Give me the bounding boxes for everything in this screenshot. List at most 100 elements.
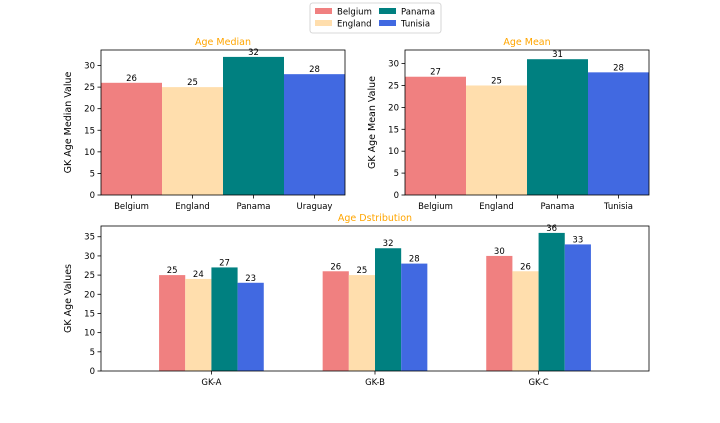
- bar-tunisia-gk-b: [401, 263, 428, 371]
- x-tick-label: GK-C: [528, 378, 548, 388]
- bar-value-label: 32: [383, 239, 394, 249]
- bar-value-label: 28: [309, 65, 320, 75]
- y-axis-label: GK Age Median Value: [63, 72, 74, 174]
- y-tick-label: 10: [84, 329, 95, 339]
- legend-swatch: [315, 8, 332, 14]
- bar-tunisia-gk-c: [564, 244, 591, 371]
- x-tick-label: Belgium: [114, 202, 149, 212]
- legend-item-england: England: [315, 20, 372, 30]
- bar-value-label: 27: [219, 258, 230, 268]
- bar-england-gk-b: [348, 275, 375, 371]
- chart-panel-2: 0 5 10 15 20 25 30 GK Age Mean Value Age Mean 27 B…: [367, 37, 650, 212]
- bar-england-gk-a: [185, 278, 212, 371]
- x-tick-label: Panama: [236, 202, 270, 212]
- legend-label: Belgium: [337, 8, 372, 18]
- bar-belgium: [101, 82, 162, 195]
- legend-item-tunisia: Tunisia: [379, 20, 430, 30]
- axes-frame: [100, 225, 650, 372]
- chart-panel-3: 0 5 10 15 20 25 30 35 GK Age Values Age Dstributi…: [63, 213, 650, 388]
- y-tick-label: 10: [388, 147, 399, 157]
- bar-value-label: 30: [494, 247, 505, 257]
- bar-value-label: 28: [409, 255, 420, 265]
- y-tick-label: 5: [90, 348, 95, 358]
- bar-value-label: 28: [613, 63, 624, 73]
- legend-label: Tunisia: [400, 20, 430, 30]
- legend-item-panama: Panama: [379, 8, 435, 18]
- legend-swatch: [379, 8, 396, 14]
- bar-value-label: 25: [187, 78, 198, 88]
- y-tick-label: 5: [90, 169, 95, 179]
- y-tick-label: 25: [388, 81, 399, 91]
- bar-value-label: 27: [430, 68, 441, 78]
- bar-belgium-gk-c: [486, 255, 513, 371]
- bar-value-label: 25: [356, 266, 367, 276]
- y-tick-label: 20: [388, 103, 399, 113]
- y-tick-label: 35: [84, 233, 95, 243]
- y-tick-label: 20: [84, 105, 95, 115]
- x-tick-label: Uraguay: [297, 202, 333, 212]
- y-tick-label: 30: [84, 62, 95, 72]
- bar-belgium-gk-b: [322, 271, 349, 371]
- bar-belgium: [405, 76, 466, 195]
- y-tick-label: 20: [84, 290, 95, 300]
- bar-tunisia-gk-a: [237, 282, 264, 371]
- axes-frame: [404, 49, 650, 196]
- y-tick-label: 0: [90, 367, 95, 377]
- y-axis-label: GK Age Values: [63, 264, 74, 333]
- y-tick-label: 0: [90, 191, 95, 201]
- y-tick-label: 30: [388, 60, 399, 70]
- y-tick-label: 15: [388, 125, 399, 135]
- bar-uraguay: [284, 74, 345, 195]
- y-tick-label: 15: [84, 309, 95, 319]
- bar-england: [466, 85, 527, 195]
- bar-value-label: 24: [193, 270, 204, 280]
- bar-england: [162, 87, 223, 195]
- legend-item-belgium: Belgium: [315, 8, 372, 18]
- x-tick-label: England: [175, 202, 210, 212]
- chart-title: Age Mean: [503, 37, 550, 48]
- bar-value-label: 25: [167, 266, 178, 276]
- bar-panama: [527, 59, 588, 195]
- x-tick-label: GK-B: [365, 378, 385, 388]
- bar-belgium-gk-a: [159, 275, 186, 371]
- x-tick-label: GK-A: [201, 378, 221, 388]
- legend-box: [309, 2, 442, 34]
- bar-panama-gk-b: [375, 248, 402, 371]
- x-tick-label: Tunisia: [603, 202, 633, 212]
- bar-panama-gk-a: [211, 267, 238, 371]
- y-tick-label: 0: [394, 191, 399, 201]
- bar-tunisia: [588, 72, 649, 195]
- y-tick-label: 25: [84, 271, 95, 281]
- bar-panama: [223, 56, 284, 196]
- y-tick-label: 10: [84, 148, 95, 158]
- bar-england-gk-c: [512, 271, 539, 371]
- chart-title: Age Median: [195, 37, 251, 48]
- bar-panama-gk-c: [538, 232, 565, 371]
- chart-panel-1: 0 5 10 15 20 25 30 GK Age Median Value Age Media…: [63, 37, 346, 212]
- bar-value-label: 33: [572, 235, 583, 245]
- bar-value-label: 26: [330, 262, 341, 272]
- legend: Belgium England Panama Tunisia: [309, 2, 442, 34]
- bar-value-label: 26: [126, 74, 137, 84]
- bar-value-label: 26: [520, 262, 531, 272]
- bar-value-label: 25: [491, 76, 502, 86]
- y-tick-label: 30: [84, 252, 95, 262]
- x-tick-label: Panama: [540, 202, 574, 212]
- bar-value-label: 36: [546, 224, 557, 234]
- y-axis-label: GK Age Mean Value: [367, 76, 378, 169]
- chart-title: Age Dstribution: [338, 213, 412, 224]
- y-tick-label: 15: [84, 126, 95, 136]
- y-tick-label: 25: [84, 83, 95, 93]
- bar-value-label: 32: [248, 48, 259, 58]
- legend-swatch: [379, 20, 396, 26]
- axes-frame: [100, 49, 346, 196]
- bar-value-label: 31: [552, 50, 563, 60]
- legend-label: Panama: [401, 8, 435, 18]
- legend-label: England: [337, 20, 372, 30]
- legend-swatch: [315, 20, 332, 26]
- x-tick-label: England: [479, 202, 514, 212]
- bar-value-label: 23: [245, 274, 256, 284]
- y-tick-label: 5: [394, 169, 399, 179]
